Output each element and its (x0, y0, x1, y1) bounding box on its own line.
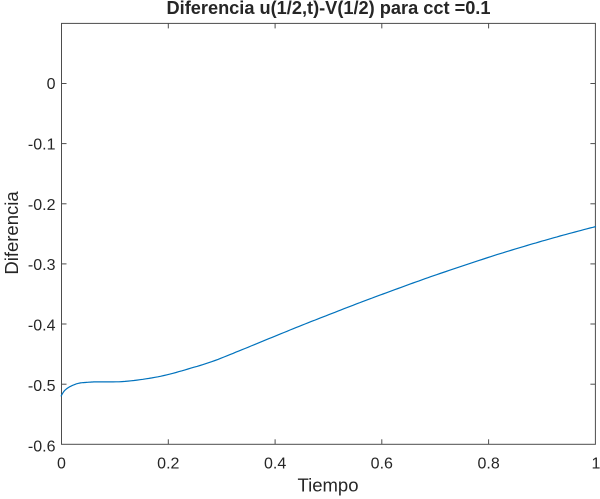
svg-text:0: 0 (47, 76, 56, 93)
svg-text:0.6: 0.6 (371, 455, 393, 472)
svg-text:Diferencia u(1/2,t)-V(1/2) par: Diferencia u(1/2,t)-V(1/2) para cct =0.1 (167, 0, 491, 18)
svg-text:1: 1 (591, 455, 600, 472)
svg-text:-0.6: -0.6 (28, 438, 56, 455)
svg-text:-0.3: -0.3 (28, 257, 56, 274)
svg-text:Tiempo: Tiempo (297, 475, 358, 496)
svg-text:0.4: 0.4 (264, 455, 286, 472)
svg-text:-0.1: -0.1 (28, 136, 56, 153)
svg-text:-0.4: -0.4 (28, 318, 56, 335)
svg-text:0: 0 (57, 455, 66, 472)
svg-text:0.2: 0.2 (157, 455, 179, 472)
svg-text:-0.2: -0.2 (28, 197, 56, 214)
svg-text:Diferencia: Diferencia (1, 191, 22, 275)
svg-text:-0.5: -0.5 (28, 378, 56, 395)
svg-text:0.8: 0.8 (477, 455, 499, 472)
